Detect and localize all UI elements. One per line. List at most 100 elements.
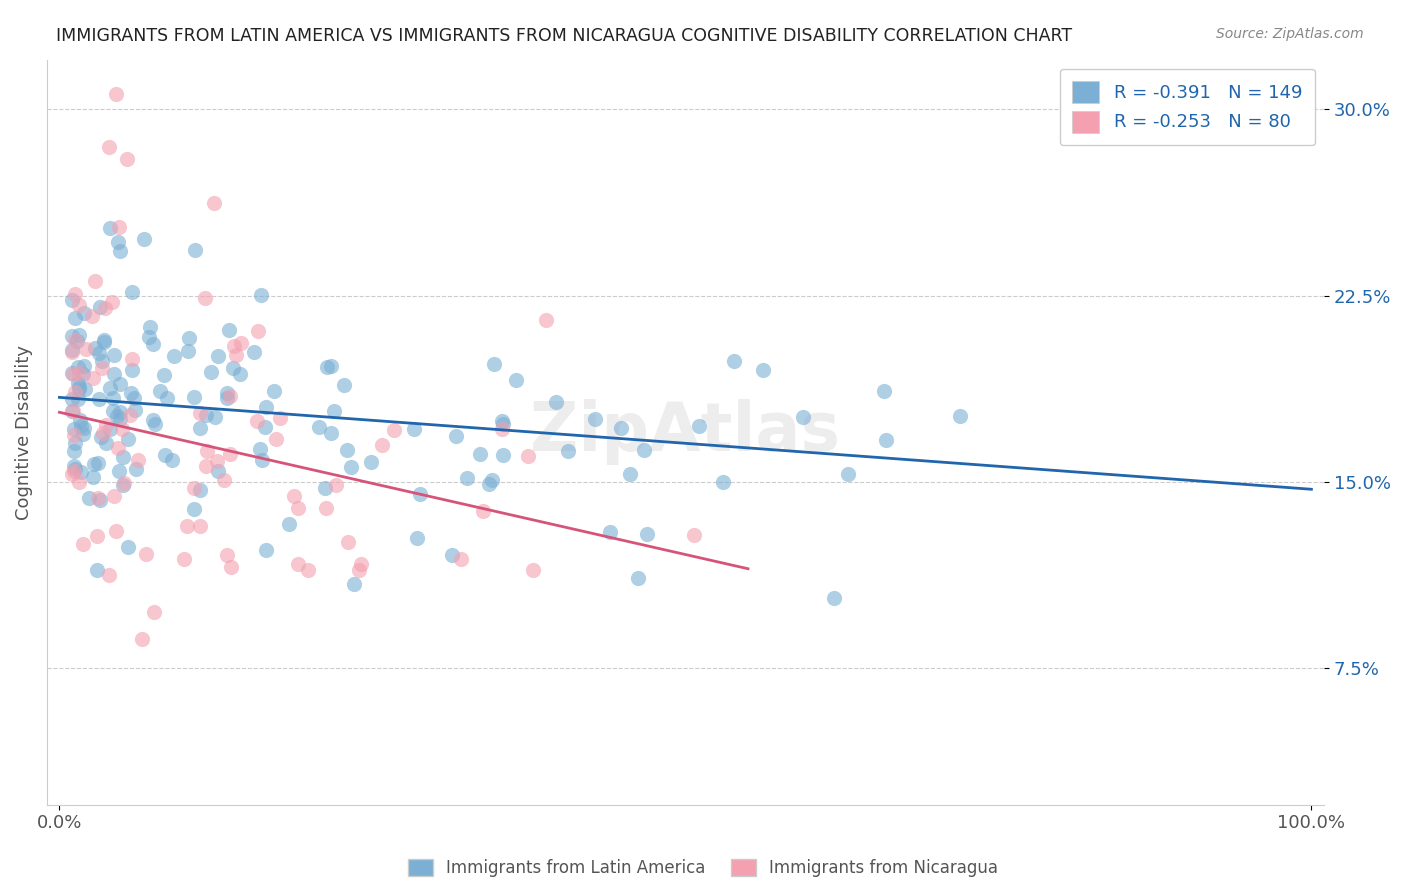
Point <box>873 384 896 398</box>
Point <box>93 301 115 315</box>
Point <box>103 489 125 503</box>
Point <box>250 288 273 302</box>
Point <box>134 232 156 246</box>
Point <box>107 235 129 249</box>
Point <box>325 478 347 492</box>
Point <box>60 343 83 357</box>
Point <box>195 444 218 458</box>
Point <box>98 568 121 582</box>
Point <box>308 419 330 434</box>
Point <box>94 435 117 450</box>
Point <box>66 359 89 374</box>
Point <box>823 591 845 606</box>
Point <box>194 291 217 305</box>
Point <box>177 344 200 359</box>
Point <box>491 414 513 428</box>
Point <box>163 349 186 363</box>
Point <box>221 361 243 376</box>
Point <box>207 464 229 478</box>
Point <box>404 422 426 436</box>
Point <box>108 377 131 392</box>
Point <box>343 577 366 591</box>
Point <box>101 295 124 310</box>
Text: IMMIGRANTS FROM LATIN AMERICA VS IMMIGRANTS FROM NICARAGUA COGNITIVE DISABILITY : IMMIGRANTS FROM LATIN AMERICA VS IMMIGRA… <box>56 27 1073 45</box>
Y-axis label: Cognitive Disability: Cognitive Disability <box>15 344 32 520</box>
Point <box>522 562 544 576</box>
Point <box>249 442 271 457</box>
Point <box>218 323 240 337</box>
Point <box>370 438 392 452</box>
Point <box>219 559 242 574</box>
Point <box>723 353 745 368</box>
Point <box>583 412 606 426</box>
Point <box>60 293 83 308</box>
Point <box>837 467 859 482</box>
Point <box>441 548 464 562</box>
Point <box>246 414 269 428</box>
Point <box>111 478 134 492</box>
Point <box>482 357 505 371</box>
Point <box>188 407 211 421</box>
Point <box>90 430 112 444</box>
Point <box>266 432 288 446</box>
Legend: Immigrants from Latin America, Immigrants from Nicaragua: Immigrants from Latin America, Immigrant… <box>401 852 1005 884</box>
Point <box>194 409 217 423</box>
Point <box>200 365 222 379</box>
Point <box>207 453 229 467</box>
Point <box>633 442 655 457</box>
Point <box>121 285 143 299</box>
Point <box>110 244 132 258</box>
Point <box>69 413 91 427</box>
Point <box>117 432 139 446</box>
Point <box>63 459 86 474</box>
Point <box>269 410 291 425</box>
Point <box>481 473 503 487</box>
Point <box>142 337 165 351</box>
Point <box>254 542 277 557</box>
Point <box>636 526 658 541</box>
Point <box>93 425 115 440</box>
Point <box>347 563 370 577</box>
Point <box>173 552 195 566</box>
Point <box>517 449 540 463</box>
Point <box>751 363 773 377</box>
Point <box>107 219 129 234</box>
Point <box>89 493 111 508</box>
Point <box>121 363 143 377</box>
Point <box>599 525 621 540</box>
Point <box>135 547 157 561</box>
Point <box>314 481 336 495</box>
Point <box>107 441 129 455</box>
Point <box>949 409 972 423</box>
Point <box>86 563 108 577</box>
Point <box>108 404 131 418</box>
Point <box>62 464 84 478</box>
Point <box>117 540 139 554</box>
Point <box>183 501 205 516</box>
Point <box>125 461 148 475</box>
Point <box>63 436 86 450</box>
Point <box>124 403 146 417</box>
Point <box>73 382 96 396</box>
Point <box>139 319 162 334</box>
Point <box>103 392 125 406</box>
Point <box>350 557 373 571</box>
Point <box>98 422 121 436</box>
Point <box>73 359 96 374</box>
Point <box>93 334 115 349</box>
Text: Source: ZipAtlas.com: Source: ZipAtlas.com <box>1216 27 1364 41</box>
Point <box>492 417 515 432</box>
Point <box>67 382 90 396</box>
Point <box>177 331 200 345</box>
Point <box>202 196 225 211</box>
Point <box>111 450 134 465</box>
Point <box>470 446 492 460</box>
Point <box>63 287 86 301</box>
Point <box>229 367 252 381</box>
Point <box>218 446 240 460</box>
Point <box>446 428 468 442</box>
Point <box>336 443 359 458</box>
Point <box>108 463 131 477</box>
Point <box>75 342 97 356</box>
Point <box>115 152 138 166</box>
